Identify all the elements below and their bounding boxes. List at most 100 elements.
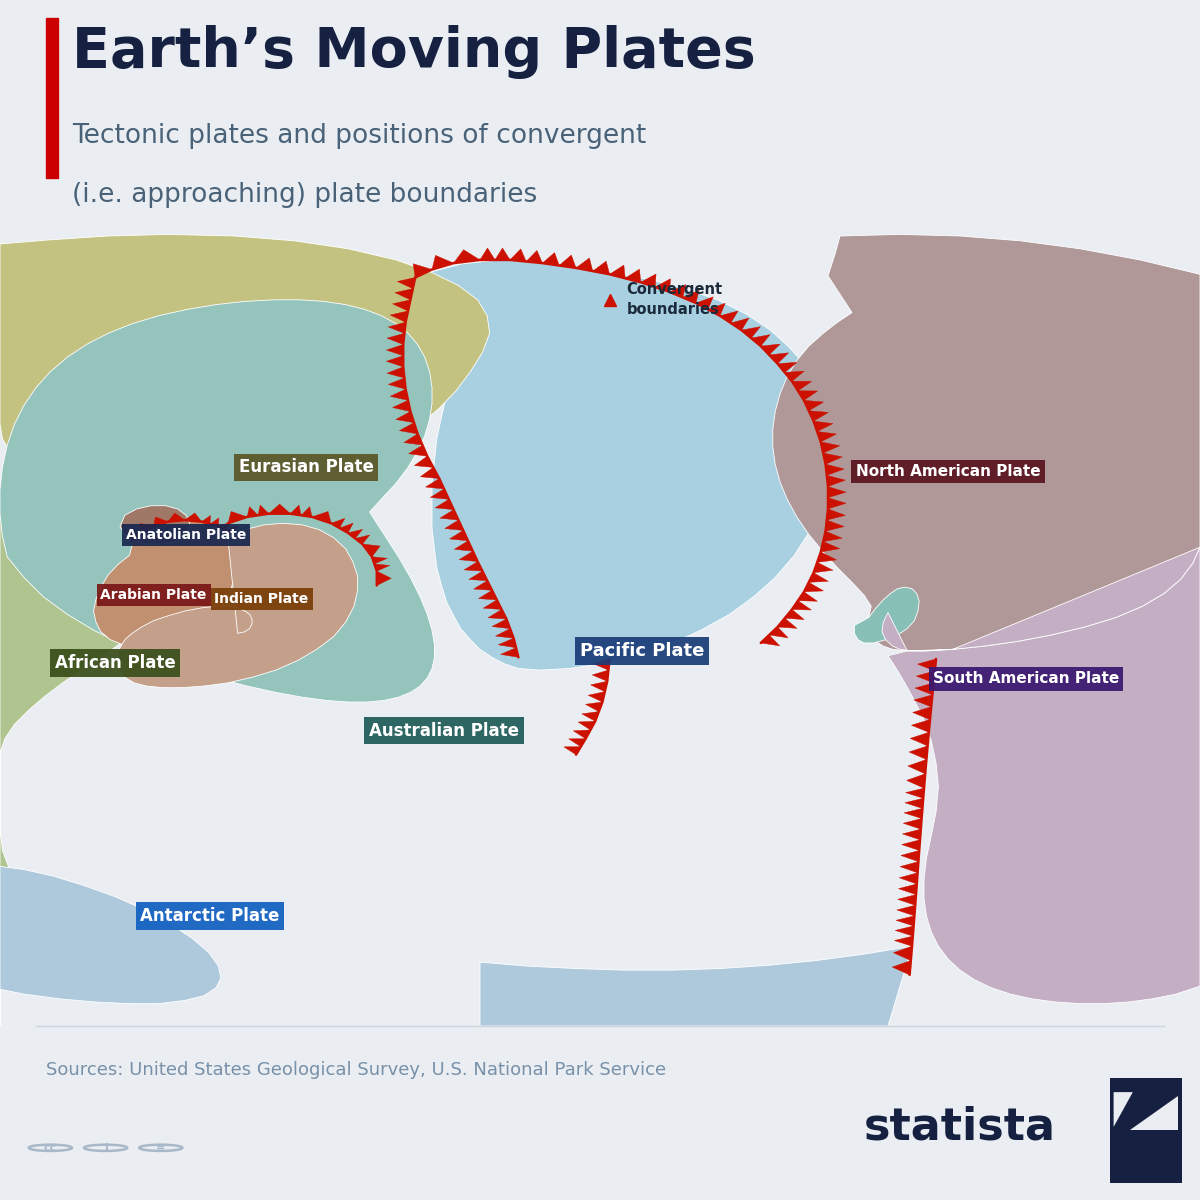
Polygon shape (488, 610, 506, 619)
Polygon shape (895, 926, 913, 936)
Polygon shape (542, 253, 559, 265)
Polygon shape (480, 946, 912, 1026)
Polygon shape (392, 300, 410, 311)
Polygon shape (778, 618, 797, 629)
Polygon shape (761, 635, 780, 646)
Polygon shape (527, 251, 542, 263)
Polygon shape (564, 746, 581, 755)
Polygon shape (348, 529, 362, 539)
Text: cc: cc (43, 1142, 58, 1153)
Text: Antarctic Plate: Antarctic Plate (140, 907, 280, 925)
Polygon shape (593, 670, 608, 682)
Polygon shape (258, 505, 269, 515)
Text: (i.e. approaching) plate boundaries: (i.e. approaching) plate boundaries (72, 182, 538, 209)
Polygon shape (708, 304, 725, 316)
Polygon shape (118, 523, 358, 688)
Text: Pacific Plate: Pacific Plate (580, 642, 704, 660)
Text: South American Plate: South American Plate (932, 671, 1120, 686)
Polygon shape (814, 421, 833, 432)
Polygon shape (817, 432, 836, 442)
Polygon shape (896, 905, 916, 916)
Polygon shape (792, 601, 811, 610)
Polygon shape (269, 504, 290, 514)
Polygon shape (904, 809, 923, 818)
Polygon shape (397, 277, 415, 289)
Polygon shape (911, 732, 929, 746)
Text: =: = (156, 1142, 166, 1153)
Polygon shape (683, 290, 700, 304)
Polygon shape (751, 335, 770, 346)
Polygon shape (1114, 1092, 1133, 1127)
Polygon shape (0, 300, 434, 702)
Polygon shape (355, 535, 370, 544)
Polygon shape (731, 318, 749, 330)
Polygon shape (372, 557, 388, 564)
Polygon shape (389, 378, 406, 389)
Polygon shape (742, 326, 761, 338)
Polygon shape (469, 571, 487, 581)
Polygon shape (340, 523, 353, 533)
Polygon shape (498, 638, 516, 648)
Polygon shape (454, 250, 480, 263)
Text: Earth’s Moving Plates: Earth’s Moving Plates (72, 25, 756, 79)
Polygon shape (804, 582, 823, 592)
Polygon shape (769, 353, 788, 364)
Polygon shape (908, 760, 926, 774)
Polygon shape (785, 610, 804, 619)
Polygon shape (301, 506, 312, 517)
Polygon shape (828, 498, 846, 509)
Polygon shape (432, 256, 454, 270)
Polygon shape (594, 659, 610, 670)
Polygon shape (900, 862, 918, 872)
Polygon shape (827, 509, 845, 520)
Polygon shape (893, 960, 911, 974)
Polygon shape (904, 818, 922, 829)
Polygon shape (377, 571, 391, 586)
Polygon shape (392, 401, 410, 412)
Text: Tectonic plates and positions of convergent: Tectonic plates and positions of converg… (72, 124, 647, 149)
Polygon shape (559, 254, 576, 268)
Polygon shape (913, 707, 931, 720)
Polygon shape (420, 467, 439, 479)
Polygon shape (185, 512, 202, 522)
Polygon shape (610, 265, 625, 278)
Polygon shape (395, 289, 413, 300)
Polygon shape (894, 936, 913, 946)
Text: Sources: United States Geological Survey, U.S. National Park Service: Sources: United States Geological Survey… (46, 1061, 666, 1079)
Polygon shape (403, 260, 830, 670)
Polygon shape (574, 730, 590, 739)
Polygon shape (154, 517, 168, 527)
Polygon shape (826, 520, 844, 532)
Polygon shape (0, 234, 490, 496)
Polygon shape (582, 712, 599, 721)
Polygon shape (896, 916, 914, 926)
Polygon shape (386, 355, 403, 367)
Polygon shape (901, 851, 919, 862)
Polygon shape (899, 872, 918, 884)
Polygon shape (588, 691, 605, 702)
Polygon shape (218, 522, 229, 530)
Text: statista: statista (864, 1105, 1056, 1148)
Polygon shape (120, 505, 190, 544)
Polygon shape (625, 269, 641, 282)
Polygon shape (390, 389, 408, 401)
Polygon shape (912, 720, 930, 732)
Text: i: i (103, 1142, 108, 1153)
Polygon shape (492, 619, 510, 629)
Polygon shape (226, 527, 236, 534)
Text: Arabian Plate: Arabian Plate (101, 588, 206, 602)
Polygon shape (0, 866, 221, 1026)
Polygon shape (460, 551, 478, 562)
Polygon shape (440, 510, 458, 520)
Polygon shape (389, 322, 406, 334)
Polygon shape (899, 884, 917, 894)
FancyBboxPatch shape (1110, 1078, 1182, 1183)
Polygon shape (641, 274, 656, 287)
Polygon shape (479, 590, 497, 600)
Polygon shape (894, 946, 912, 960)
Polygon shape (821, 442, 840, 454)
Polygon shape (898, 894, 916, 905)
Polygon shape (400, 422, 418, 434)
Polygon shape (94, 520, 235, 646)
Polygon shape (655, 278, 671, 292)
